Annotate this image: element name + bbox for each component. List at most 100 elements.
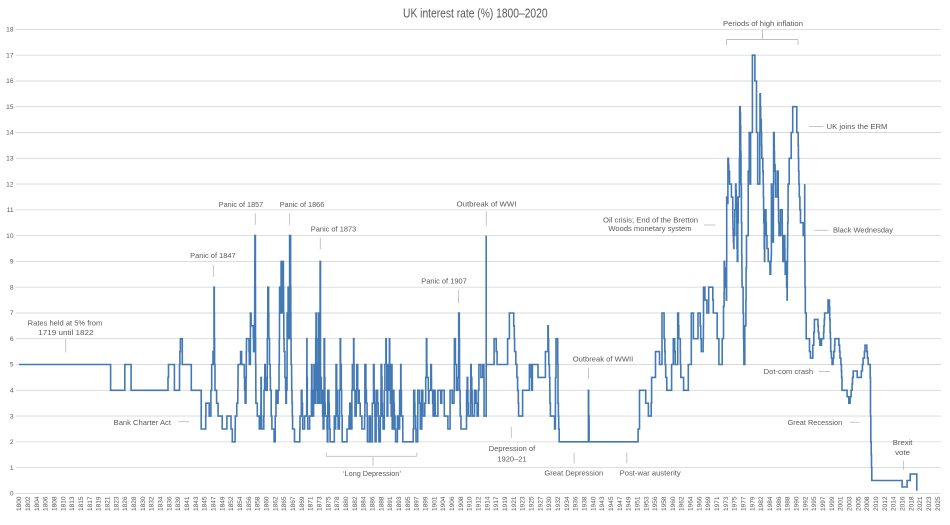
svg-text:1830: 1830: [140, 496, 147, 511]
svg-text:1854: 1854: [237, 496, 244, 511]
svg-text:1992: 1992: [802, 496, 809, 511]
svg-text:Great Recession: Great Recession: [788, 418, 843, 427]
svg-text:15: 15: [6, 104, 14, 111]
svg-text:1836: 1836: [166, 496, 173, 511]
svg-text:1925: 1925: [529, 496, 536, 511]
svg-text:2005: 2005: [855, 496, 862, 511]
svg-text:1871: 1871: [308, 496, 315, 511]
svg-text:1982: 1982: [758, 496, 765, 511]
svg-text:1839: 1839: [175, 496, 182, 511]
svg-text:1804: 1804: [34, 496, 41, 511]
svg-text:Outbreak of WWII: Outbreak of WWII: [573, 354, 634, 363]
svg-text:1964: 1964: [688, 496, 695, 511]
svg-text:1893: 1893: [396, 496, 403, 511]
svg-text:1932: 1932: [555, 496, 562, 511]
svg-text:16: 16: [6, 78, 14, 85]
svg-text:1947: 1947: [617, 496, 624, 511]
svg-text:1821: 1821: [105, 496, 112, 511]
svg-text:Periods of high inflation: Periods of high inflation: [723, 19, 803, 28]
svg-text:Panic of 1873: Panic of 1873: [311, 225, 357, 234]
svg-text:1953: 1953: [643, 496, 650, 511]
svg-text:Panic of 1847: Panic of 1847: [190, 251, 236, 260]
svg-text:1977: 1977: [741, 496, 748, 511]
svg-text:2012: 2012: [882, 496, 889, 511]
svg-text:1990: 1990: [794, 496, 801, 511]
svg-text:1943: 1943: [599, 496, 606, 511]
svg-text:2018: 2018: [908, 496, 915, 511]
svg-text:1867: 1867: [290, 496, 297, 511]
svg-text:1912: 1912: [476, 496, 483, 511]
svg-text:2016: 2016: [900, 496, 907, 511]
svg-text:vote: vote: [895, 448, 910, 457]
svg-text:7: 7: [10, 310, 14, 317]
svg-text:1914: 1914: [484, 496, 491, 511]
svg-text:1834: 1834: [158, 496, 165, 511]
svg-text:8: 8: [10, 284, 14, 291]
svg-text:Panic of 1857: Panic of 1857: [219, 200, 263, 209]
svg-text:1875: 1875: [325, 496, 332, 511]
svg-text:3: 3: [10, 413, 14, 420]
svg-text:1849: 1849: [219, 496, 226, 511]
svg-text:1819: 1819: [96, 496, 103, 511]
svg-text:UK joins the ERM: UK joins the ERM: [827, 122, 888, 131]
svg-text:2: 2: [10, 439, 14, 446]
svg-text:2021: 2021: [917, 496, 924, 511]
svg-text:1975: 1975: [732, 496, 739, 511]
svg-text:1719 until 1822: 1719 until 1822: [38, 328, 93, 337]
svg-text:1995: 1995: [811, 496, 818, 511]
svg-text:1: 1: [10, 465, 14, 472]
svg-text:2003: 2003: [847, 496, 854, 511]
svg-text:2023: 2023: [926, 496, 933, 511]
svg-text:13: 13: [6, 156, 14, 163]
svg-text:1886: 1886: [370, 496, 377, 511]
svg-text:2001: 2001: [838, 496, 845, 511]
svg-text:1960: 1960: [670, 496, 677, 511]
svg-text:1862: 1862: [272, 496, 279, 511]
svg-text:1897: 1897: [414, 496, 421, 511]
svg-text:12: 12: [6, 181, 14, 188]
svg-text:6: 6: [10, 336, 14, 343]
svg-text:1841: 1841: [184, 496, 191, 511]
svg-text:10: 10: [6, 233, 14, 240]
svg-text:1945: 1945: [608, 496, 615, 511]
svg-text:Depression of: Depression of: [489, 444, 536, 453]
svg-text:Panic of 1907: Panic of 1907: [421, 277, 467, 286]
svg-text:1971: 1971: [714, 496, 721, 511]
svg-text:Post-war austerity: Post-war austerity: [620, 469, 681, 478]
svg-text:Rates held at 5% from: Rates held at 5% from: [28, 318, 103, 327]
svg-text:1808: 1808: [52, 496, 59, 511]
svg-text:Oil crisis; End of the Bretton: Oil crisis; End of the Bretton: [603, 215, 698, 224]
svg-text:1999: 1999: [829, 496, 836, 511]
svg-text:1810: 1810: [60, 496, 67, 511]
svg-text:0: 0: [10, 491, 14, 498]
svg-text:1901: 1901: [431, 496, 438, 511]
svg-text:1800: 1800: [16, 496, 23, 511]
svg-text:17: 17: [6, 52, 14, 59]
svg-text:1847: 1847: [211, 496, 218, 511]
svg-text:4: 4: [10, 388, 14, 395]
svg-text:1988: 1988: [785, 496, 792, 511]
svg-text:1882: 1882: [352, 496, 359, 511]
svg-text:1940: 1940: [590, 496, 597, 511]
svg-text:1927: 1927: [537, 496, 544, 511]
svg-text:1906: 1906: [449, 496, 456, 511]
svg-text:Black Wednesday: Black Wednesday: [833, 226, 893, 235]
svg-text:1917: 1917: [493, 496, 500, 511]
svg-text:1969: 1969: [705, 496, 712, 511]
svg-text:Bank Charter Act: Bank Charter Act: [114, 418, 171, 427]
svg-text:1958: 1958: [661, 496, 668, 511]
svg-text:9: 9: [10, 259, 14, 266]
svg-text:14: 14: [6, 130, 14, 137]
svg-text:1880: 1880: [343, 496, 350, 511]
svg-text:1984: 1984: [767, 496, 774, 511]
svg-text:1828: 1828: [131, 496, 138, 511]
svg-text:Woods monetary system: Woods monetary system: [608, 224, 691, 233]
svg-text:1869: 1869: [299, 496, 306, 511]
svg-text:Outbreak of WWI: Outbreak of WWI: [457, 200, 517, 209]
svg-text:1891: 1891: [387, 496, 394, 511]
svg-text:11: 11: [7, 207, 14, 214]
svg-text:1936: 1936: [573, 496, 580, 511]
svg-text:Panic of 1866: Panic of 1866: [280, 200, 325, 209]
svg-text:1986: 1986: [776, 496, 783, 511]
svg-text:1817: 1817: [87, 496, 94, 511]
